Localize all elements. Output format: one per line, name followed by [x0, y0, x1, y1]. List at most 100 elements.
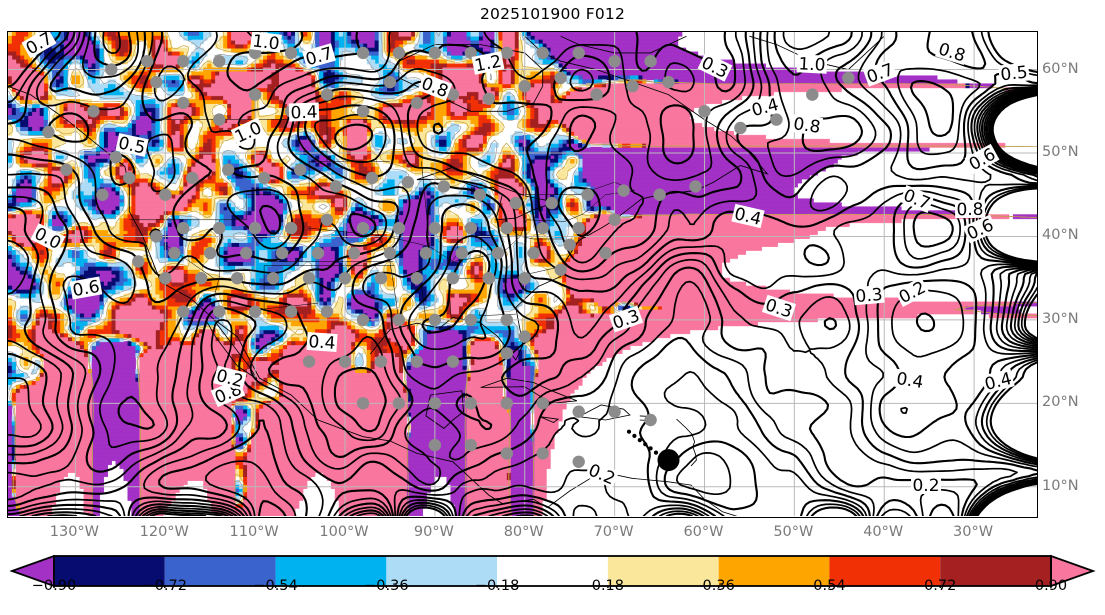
station-marker[interactable]	[428, 221, 442, 235]
station-marker[interactable]	[464, 46, 477, 60]
station-marker[interactable]	[608, 405, 621, 418]
station-marker[interactable]	[213, 305, 226, 318]
station-marker[interactable]	[518, 272, 531, 285]
station-marker[interactable]	[806, 88, 819, 101]
station-marker[interactable]	[248, 221, 262, 235]
colorbar[interactable]: −0.90 −0.72 −0.54 −0.36 −0.18 0.18 0.36 0.54 0.7…	[0, 554, 1105, 614]
station-marker[interactable]	[500, 46, 513, 60]
station-marker[interactable]	[455, 246, 468, 260]
station-marker[interactable]	[644, 413, 657, 427]
station-marker[interactable]	[150, 230, 163, 243]
station-marker[interactable]	[320, 213, 334, 226]
station-marker[interactable]	[302, 355, 316, 368]
station-marker[interactable]	[563, 238, 576, 251]
station-marker[interactable]	[500, 221, 513, 235]
station-marker[interactable]	[572, 221, 585, 235]
station-marker[interactable]	[347, 246, 361, 260]
station-marker[interactable]	[572, 46, 585, 60]
station-marker[interactable]	[662, 75, 675, 89]
station-marker[interactable]	[266, 272, 280, 285]
station-marker[interactable]	[284, 46, 298, 60]
station-marker[interactable]	[320, 305, 334, 318]
station-marker[interactable]	[428, 46, 442, 60]
station-marker[interactable]	[329, 180, 343, 193]
station-marker[interactable]	[123, 171, 136, 185]
station-marker[interactable]	[222, 163, 235, 176]
station-marker[interactable]	[464, 397, 477, 410]
station-marker[interactable]	[87, 105, 100, 118]
station-marker[interactable]	[132, 255, 145, 268]
station-marker[interactable]	[284, 221, 298, 235]
station-marker[interactable]	[257, 171, 271, 185]
station-marker[interactable]	[213, 55, 226, 68]
station-marker[interactable]	[518, 80, 531, 93]
station-marker[interactable]	[572, 405, 585, 418]
station-marker[interactable]	[464, 221, 477, 235]
station-marker[interactable]	[177, 305, 190, 318]
station-marker[interactable]	[770, 113, 783, 126]
station-marker[interactable]	[419, 246, 433, 260]
station-marker[interactable]	[141, 55, 154, 68]
station-marker[interactable]	[446, 88, 460, 101]
station-marker[interactable]	[464, 438, 477, 452]
station-marker[interactable]	[536, 447, 549, 460]
station-marker[interactable]	[689, 180, 702, 193]
station-marker[interactable]	[491, 246, 504, 260]
station-marker[interactable]	[392, 313, 406, 327]
station-marker[interactable]	[302, 272, 316, 285]
station-marker[interactable]	[311, 246, 325, 260]
station-marker[interactable]	[356, 221, 370, 235]
station-marker[interactable]	[446, 272, 460, 285]
station-marker[interactable]	[527, 246, 540, 260]
station-marker[interactable]	[734, 121, 747, 135]
station-marker[interactable]	[428, 397, 442, 410]
station-marker[interactable]	[437, 180, 451, 193]
station-marker[interactable]	[204, 246, 217, 260]
cyclone-marker[interactable]	[657, 449, 680, 472]
station-marker[interactable]	[653, 188, 666, 201]
station-marker[interactable]	[356, 313, 370, 327]
station-marker[interactable]	[509, 196, 522, 210]
station-marker[interactable]	[96, 188, 109, 201]
station-marker[interactable]	[213, 221, 226, 235]
map-panel[interactable]: 0.7 1.0 0.7 0.8 0.4 1.0 0.5 1.2 0.3 1.0 0.7 0.8 0.5 0…	[7, 31, 1038, 518]
station-marker[interactable]	[105, 63, 118, 76]
station-marker[interactable]	[401, 176, 415, 189]
station-marker[interactable]	[383, 246, 397, 260]
station-marker[interactable]	[293, 163, 307, 176]
station-marker[interactable]	[581, 188, 594, 201]
station-marker[interactable]	[248, 305, 262, 318]
station-marker[interactable]	[626, 80, 639, 93]
station-marker[interactable]	[374, 272, 388, 285]
station-marker[interactable]	[482, 92, 495, 105]
station-marker[interactable]	[42, 125, 55, 139]
station-marker[interactable]	[410, 272, 424, 285]
station-marker[interactable]	[518, 330, 531, 343]
station-marker[interactable]	[536, 46, 549, 60]
station-marker[interactable]	[608, 55, 621, 68]
station-marker[interactable]	[177, 221, 190, 235]
station-marker[interactable]	[231, 272, 244, 285]
station-marker[interactable]	[392, 221, 406, 235]
station-marker[interactable]	[842, 71, 855, 85]
station-marker[interactable]	[392, 397, 406, 410]
station-marker[interactable]	[213, 113, 226, 126]
station-marker[interactable]	[608, 213, 621, 226]
station-marker[interactable]	[338, 355, 352, 368]
station-marker[interactable]	[644, 55, 657, 68]
station-marker[interactable]	[554, 263, 567, 276]
station-marker[interactable]	[428, 438, 442, 452]
station-marker[interactable]	[177, 96, 190, 110]
station-marker[interactable]	[159, 188, 172, 201]
station-marker[interactable]	[150, 75, 163, 89]
station-marker[interactable]	[356, 105, 370, 118]
station-marker[interactable]	[177, 55, 190, 68]
station-marker[interactable]	[159, 272, 172, 285]
station-marker[interactable]	[356, 46, 370, 60]
station-marker[interactable]	[545, 196, 558, 210]
station-marker[interactable]	[284, 305, 298, 318]
station-marker[interactable]	[536, 221, 549, 235]
station-marker[interactable]	[410, 96, 424, 110]
station-marker[interactable]	[374, 355, 388, 368]
station-marker[interactable]	[428, 313, 442, 327]
